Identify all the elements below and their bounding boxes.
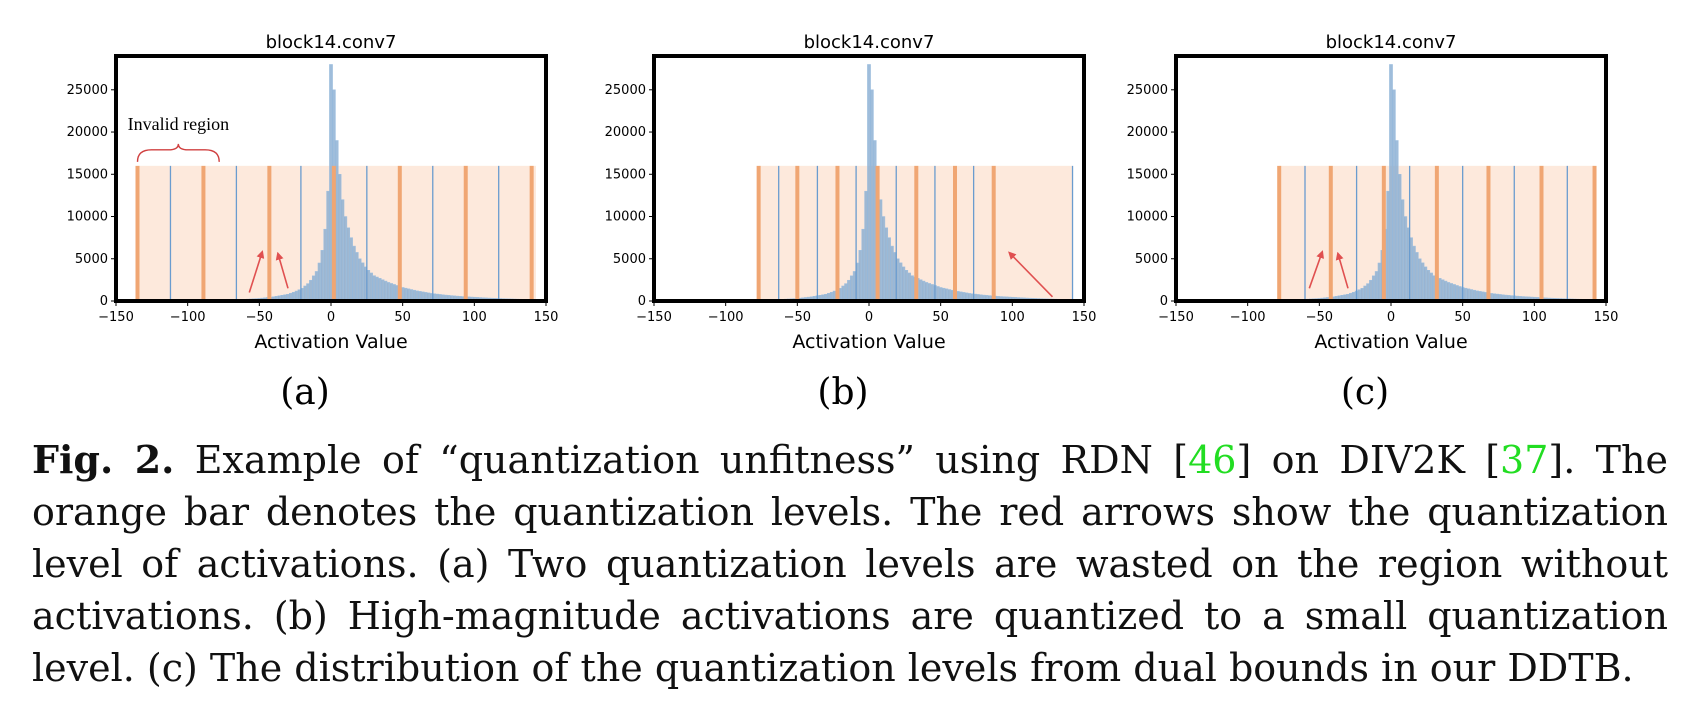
y-tick-label: 10000 (1127, 210, 1168, 225)
x-tick-label: 150 (1594, 310, 1619, 325)
x-tick-label: 50 (932, 310, 949, 325)
chart-panel-1: Invalid region 0 5000 10000 15000 20000 25000 −… (67, 32, 559, 413)
y-tick-label: 25000 (1127, 83, 1168, 98)
y-tick-label: 5000 (613, 252, 646, 267)
chart-panel-2: 0 5000 10000 15000 20000 25000 −150 −100 −50 0 50 1… (605, 32, 1097, 413)
x-tick-label: 0 (865, 310, 873, 325)
red-arrow (1335, 251, 1349, 289)
y-tick-label: 25000 (67, 83, 108, 98)
x-axis-label: Activation Value (792, 331, 945, 353)
y-tick-label: 0 (638, 294, 646, 309)
panel-label: (a) (280, 372, 330, 413)
panel-label: (b) (817, 372, 868, 413)
x-tick-label: −50 (784, 310, 811, 325)
x-tick-label: 50 (1454, 310, 1471, 325)
y-tick-label: 25000 (605, 83, 646, 98)
x-tick-label: 50 (394, 310, 411, 325)
caption-text-1: Example of “quantization unfitness” usin… (174, 438, 1189, 482)
invalid-region-label: Invalid region (128, 114, 229, 134)
chart-title: block14.conv7 (804, 32, 935, 53)
y-tick-label: 10000 (605, 210, 646, 225)
x-tick-label: 150 (534, 310, 559, 325)
red-arrow (1008, 251, 1054, 298)
caption-label: Fig. 2. (32, 437, 175, 482)
x-tick-label: −100 (170, 310, 206, 325)
y-tick-label: 20000 (605, 125, 646, 140)
y-tick-label: 5000 (1135, 252, 1168, 267)
y-tick-label: 0 (1160, 294, 1168, 309)
y-tick-label: 20000 (67, 125, 108, 140)
x-axis-label: Activation Value (1314, 331, 1467, 353)
invalid-region-brace (136, 143, 220, 162)
y-tick-label: 20000 (1127, 125, 1168, 140)
figure-caption: Fig. 2. Example of “quantization unfitne… (32, 434, 1668, 694)
y-tick-label: 0 (100, 294, 108, 309)
x-tick-label: −150 (1158, 310, 1194, 325)
x-tick-label: 100 (462, 310, 487, 325)
y-tick-label: 15000 (605, 167, 646, 182)
chart-title: block14.conv7 (266, 32, 397, 53)
y-tick-label: 10000 (67, 210, 108, 225)
x-tick-label: −100 (708, 310, 744, 325)
x-tick-label: 100 (1000, 310, 1025, 325)
y-tick-label: 15000 (1127, 167, 1168, 182)
chart-title: block14.conv7 (1326, 32, 1457, 53)
x-axis-label: Activation Value (254, 331, 407, 353)
x-tick-label: 0 (327, 310, 335, 325)
red-arrow (1308, 250, 1324, 289)
y-tick-label: 15000 (67, 167, 108, 182)
x-tick-label: 100 (1522, 310, 1547, 325)
x-tick-label: 0 (1387, 310, 1395, 325)
caption-ref-37[interactable]: 37 (1500, 438, 1549, 482)
caption-ref-46[interactable]: 46 (1188, 438, 1237, 482)
x-tick-label: −100 (1230, 310, 1266, 325)
figure-charts: Invalid region0500010000150002000025000−… (67, 32, 1619, 413)
x-tick-label: 150 (1072, 310, 1097, 325)
x-tick-label: −50 (246, 310, 273, 325)
x-tick-label: −150 (98, 310, 134, 325)
y-tick-label: 5000 (75, 252, 108, 267)
x-tick-label: −50 (1306, 310, 1333, 325)
red-arrow (275, 251, 289, 289)
caption-text-2: ] on DIV2K [ (1236, 438, 1501, 482)
panel-label: (c) (1341, 372, 1389, 413)
x-tick-label: −150 (636, 310, 672, 325)
red-arrow (248, 250, 265, 293)
chart-panel-3: 0 5000 10000 15000 20000 25000 −150 −100 −50 0 50 1… (1127, 32, 1619, 413)
caption-text-3: ]. The orange bar denotes the quantizati… (32, 438, 1668, 690)
